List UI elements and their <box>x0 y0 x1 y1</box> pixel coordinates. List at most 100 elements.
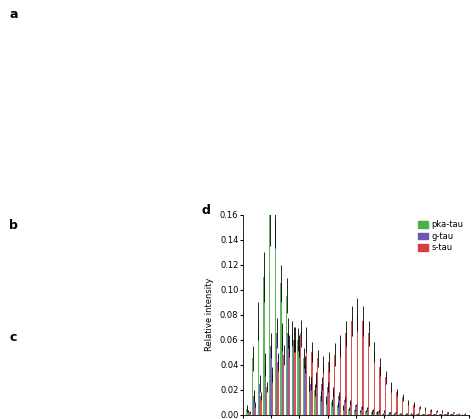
Bar <box>309 383 310 415</box>
Bar <box>344 400 346 415</box>
Legend: pka-tau, g-tau, s-tau: pka-tau, g-tau, s-tau <box>417 219 465 254</box>
Bar <box>310 383 311 415</box>
Bar <box>338 396 340 415</box>
Bar <box>396 392 398 415</box>
Bar <box>393 414 395 415</box>
Bar <box>395 412 396 415</box>
Bar <box>465 414 466 415</box>
Bar <box>297 340 299 415</box>
Y-axis label: Relative intensity: Relative intensity <box>205 278 214 352</box>
Bar <box>269 215 270 415</box>
Bar <box>274 221 276 415</box>
Bar <box>418 414 419 415</box>
Bar <box>439 414 440 415</box>
Bar <box>374 352 375 415</box>
Bar <box>399 414 401 415</box>
Bar <box>264 365 266 415</box>
Bar <box>277 362 279 415</box>
Bar <box>283 355 284 415</box>
Text: a: a <box>9 8 18 21</box>
Bar <box>406 414 408 415</box>
Bar <box>359 411 361 415</box>
Bar <box>361 407 362 415</box>
Bar <box>255 405 256 415</box>
Bar <box>383 411 385 415</box>
Bar <box>300 334 301 415</box>
Bar <box>304 365 306 415</box>
Bar <box>405 414 406 415</box>
Bar <box>412 414 413 415</box>
Bar <box>343 407 344 415</box>
Bar <box>422 414 423 415</box>
Bar <box>331 402 333 415</box>
Bar <box>270 346 272 415</box>
Bar <box>389 412 391 415</box>
Bar <box>385 377 386 415</box>
Bar <box>316 380 317 415</box>
Bar <box>450 414 452 415</box>
Bar <box>416 414 418 415</box>
Bar <box>289 346 290 415</box>
Bar <box>287 334 289 415</box>
Text: d: d <box>202 204 211 217</box>
Bar <box>293 340 294 415</box>
Bar <box>419 407 420 415</box>
Bar <box>340 346 341 415</box>
Bar <box>362 321 364 415</box>
Bar <box>311 352 313 415</box>
Bar <box>408 402 409 415</box>
Bar <box>425 409 426 415</box>
Bar <box>436 411 438 415</box>
Bar <box>368 334 369 415</box>
Bar <box>253 396 255 415</box>
Bar <box>320 396 321 415</box>
Bar <box>323 365 324 415</box>
Bar <box>263 277 264 415</box>
Bar <box>371 412 372 415</box>
Bar <box>260 396 262 415</box>
Bar <box>429 414 430 415</box>
Bar <box>306 340 307 415</box>
Bar <box>402 397 403 415</box>
Bar <box>378 411 379 415</box>
Bar <box>440 414 442 415</box>
Bar <box>388 414 389 415</box>
Bar <box>348 409 350 415</box>
Bar <box>299 346 300 415</box>
Bar <box>317 359 319 415</box>
Bar <box>321 383 323 415</box>
Bar <box>351 321 353 415</box>
Bar <box>259 383 260 415</box>
Bar <box>266 387 267 415</box>
Bar <box>372 410 374 415</box>
Bar <box>314 390 316 415</box>
Bar <box>459 414 460 415</box>
Bar <box>445 414 446 415</box>
Bar <box>433 414 435 415</box>
Bar <box>327 387 328 415</box>
Bar <box>280 283 282 415</box>
Bar <box>246 409 247 415</box>
Bar <box>413 405 415 415</box>
Bar <box>430 410 432 415</box>
Bar <box>350 402 351 415</box>
Bar <box>326 400 327 415</box>
Bar <box>257 321 259 415</box>
Bar <box>423 414 425 415</box>
Bar <box>337 405 338 415</box>
Text: c: c <box>9 331 17 344</box>
Bar <box>334 355 336 415</box>
Bar <box>428 414 429 415</box>
Bar <box>453 412 455 415</box>
Bar <box>442 411 443 415</box>
Bar <box>376 412 378 415</box>
Bar <box>355 405 356 415</box>
Bar <box>276 334 277 415</box>
Bar <box>272 375 273 415</box>
Bar <box>401 414 402 415</box>
Bar <box>447 412 449 415</box>
Bar <box>356 315 358 415</box>
Bar <box>354 410 355 415</box>
Bar <box>249 412 250 415</box>
Text: b: b <box>9 219 18 232</box>
